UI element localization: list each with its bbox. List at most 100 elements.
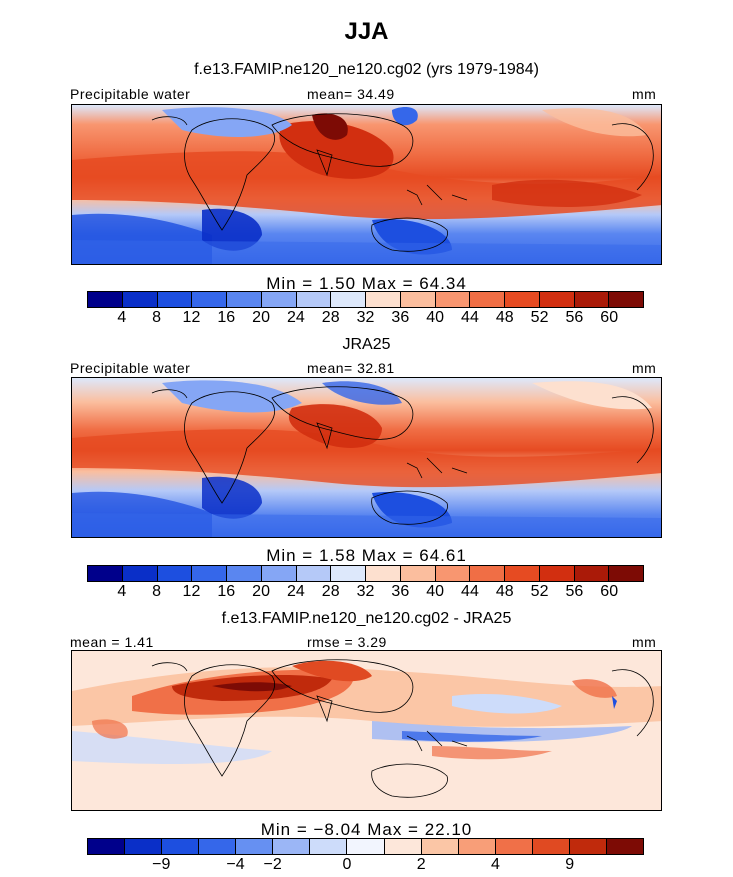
colorbar-segment	[261, 292, 297, 307]
panel2-variable-label: Precipitable water	[70, 360, 191, 376]
panel2-map	[71, 377, 662, 538]
colorbar-segment	[366, 566, 401, 581]
panel3-colorbar	[87, 838, 644, 855]
panel1-subtitle: f.e13.FAMIP.ne120_ne120.cg02 (yrs 1979-1…	[194, 61, 539, 78]
panel1-colorbar	[87, 291, 644, 308]
colorbar-segment	[435, 292, 471, 307]
colorbar-tick-label: 60	[600, 583, 619, 600]
colorbar-segment	[331, 566, 366, 581]
colorbar-segment	[162, 839, 200, 854]
colorbar-segment	[606, 839, 643, 854]
colorbar-tick-label: 40	[426, 309, 445, 326]
colorbar-segment	[505, 292, 540, 307]
panel2-mean-label: mean= 32.81	[307, 360, 395, 376]
figure-title: JJA	[344, 18, 389, 45]
colorbar-segment	[400, 566, 436, 581]
colorbar-segment	[88, 839, 126, 854]
panel3-colorbar-ticks: −9 −4 −2 0 2 4 9	[87, 856, 644, 876]
colorbar-segment	[261, 566, 297, 581]
colorbar-segment	[609, 566, 643, 581]
colorbar-segment	[609, 292, 643, 307]
colorbar-tick-label: −9	[152, 856, 171, 873]
panel2-colorbar-ticks: 4 8 12 16 20 24 28 32 36 40 44 48 52 56 60	[87, 583, 644, 603]
colorbar-tick-label: 32	[356, 309, 375, 326]
colorbar-segment	[470, 292, 505, 307]
panel2-min-max: Min = 1.58 Max = 64.61	[266, 546, 467, 565]
colorbar-tick-label: 0	[342, 856, 352, 873]
colorbar-tick-label: 4	[117, 309, 127, 326]
colorbar-tick-label: 44	[461, 309, 479, 326]
colorbar-tick-label: 20	[252, 309, 270, 326]
colorbar-tick-label: 24	[286, 583, 305, 600]
colorbar-segment	[331, 292, 366, 307]
colorbar-tick-label: 20	[252, 583, 270, 600]
colorbar-segment	[236, 839, 274, 854]
colorbar-tick-label: 36	[391, 309, 410, 326]
colorbar-tick-label: 32	[356, 583, 375, 600]
colorbar-segment	[157, 292, 193, 307]
colorbar-segment	[458, 839, 496, 854]
colorbar-tick-label: 56	[565, 309, 584, 326]
colorbar-segment	[88, 292, 123, 307]
colorbar-segment	[384, 839, 422, 854]
panel3-units-label: mm	[632, 634, 657, 650]
panel1-variable-label: Precipitable water	[70, 86, 191, 102]
colorbar-segment	[125, 839, 163, 854]
colorbar-tick-label: 2	[416, 856, 426, 873]
colorbar-tick-label: 44	[461, 583, 479, 600]
panel1-min-max: Min = 1.50 Max = 64.34	[266, 274, 467, 293]
colorbar-tick-label: 4	[117, 583, 127, 600]
panel1-units-label: mm	[632, 86, 657, 102]
colorbar-segment	[532, 839, 570, 854]
panel3-rmse-label: rmse = 3.29	[307, 634, 387, 650]
panel2-units-label: mm	[632, 360, 657, 376]
colorbar-segment	[296, 566, 332, 581]
panel3-min-max: Min = −8.04 Max = 22.10	[260, 820, 473, 839]
colorbar-tick-label: 24	[286, 309, 305, 326]
colorbar-segment	[400, 292, 436, 307]
colorbar-segment	[227, 566, 262, 581]
colorbar-tick-label: 36	[391, 583, 410, 600]
colorbar-segment	[574, 566, 610, 581]
colorbar-segment	[539, 566, 575, 581]
colorbar-segment	[347, 839, 385, 854]
colorbar-segment	[122, 292, 158, 307]
colorbar-segment	[574, 292, 610, 307]
colorbar-tick-label: 28	[321, 309, 340, 326]
colorbar-tick-label: 16	[217, 309, 236, 326]
colorbar-segment	[539, 292, 575, 307]
colorbar-tick-label: 12	[182, 309, 201, 326]
colorbar-segment	[192, 292, 227, 307]
colorbar-tick-label: 8	[152, 583, 162, 600]
panel1-map	[71, 104, 662, 265]
colorbar-tick-label: 48	[495, 309, 514, 326]
colorbar-tick-label: −2	[263, 856, 282, 873]
colorbar-segment	[157, 566, 193, 581]
colorbar-tick-label: 12	[182, 583, 201, 600]
colorbar-segment	[199, 839, 237, 854]
colorbar-tick-label: −4	[226, 856, 245, 873]
panel3-subtitle: f.e13.FAMIP.ne120_ne120.cg02 - JRA25	[221, 610, 512, 627]
colorbar-tick-label: 28	[321, 583, 340, 600]
colorbar-segment	[227, 292, 262, 307]
panel3-mean-label: mean = 1.41	[70, 634, 154, 650]
colorbar-tick-label: 40	[426, 583, 445, 600]
colorbar-segment	[505, 566, 540, 581]
colorbar-segment	[569, 839, 607, 854]
colorbar-tick-label: 52	[530, 309, 549, 326]
colorbar-tick-label: 16	[217, 583, 236, 600]
colorbar-tick-label: 60	[600, 309, 619, 326]
colorbar-segment	[366, 292, 401, 307]
panel2-subtitle: JRA25	[342, 336, 391, 353]
colorbar-segment	[88, 566, 123, 581]
colorbar-tick-label: 8	[152, 309, 162, 326]
colorbar-tick-label: 48	[495, 583, 514, 600]
colorbar-segment	[435, 566, 471, 581]
colorbar-segment	[470, 566, 505, 581]
colorbar-segment	[296, 292, 332, 307]
colorbar-segment	[273, 839, 311, 854]
colorbar-tick-label: 52	[530, 583, 549, 600]
colorbar-tick-label: 4	[491, 856, 500, 873]
colorbar-segment	[495, 839, 533, 854]
panel1-colorbar-ticks: 4 8 12 16 20 24 28 32 36 40 44 48 52 56 60	[87, 309, 644, 329]
